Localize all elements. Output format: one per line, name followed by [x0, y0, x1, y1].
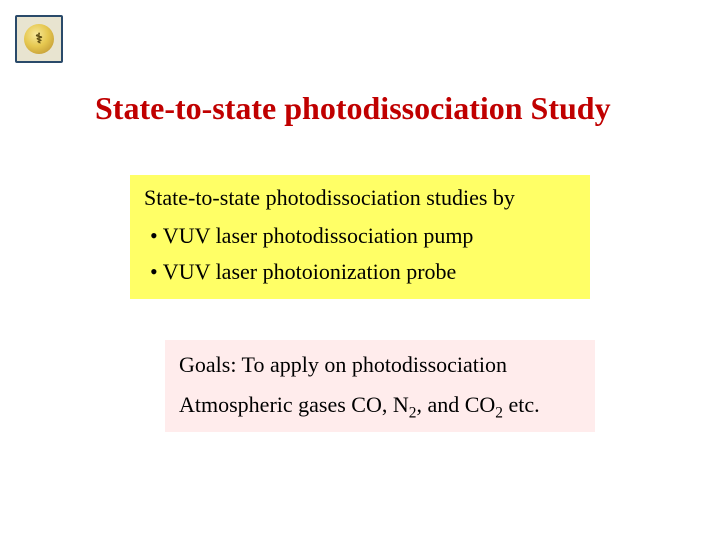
logo-seal: ⚕	[24, 24, 54, 54]
method-bullet-1: • VUV laser photodissociation pump	[144, 223, 576, 249]
subscript-2: 2	[495, 404, 503, 421]
institution-logo: ⚕	[15, 15, 63, 63]
goals-line-2: Atmospheric gases CO, N2, and CO2 etc.	[179, 392, 581, 418]
goals-line-2-mid: , and CO	[416, 392, 495, 417]
goals-box: Goals: To apply on photodissociation Atm…	[165, 340, 595, 432]
goals-line-2-prefix: Atmospheric gases CO, N	[179, 392, 409, 417]
slide: ⚕ State-to-state photodissociation Study…	[0, 0, 720, 540]
method-bullet-2: • VUV laser photoionization probe	[144, 259, 576, 285]
slide-title: State-to-state photodissociation Study	[95, 90, 611, 127]
goals-line-1: Goals: To apply on photodissociation	[179, 352, 581, 378]
goals-line-2-suffix: etc.	[503, 392, 540, 417]
logo-glyph: ⚕	[35, 31, 43, 48]
methods-intro-text: State-to-state photodissociation studies…	[144, 185, 576, 211]
methods-box: State-to-state photodissociation studies…	[130, 175, 590, 299]
